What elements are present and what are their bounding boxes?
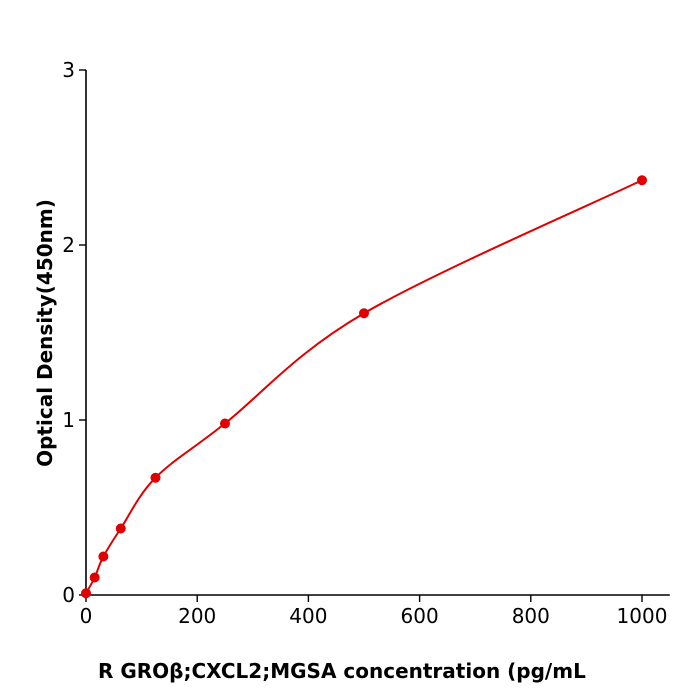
x-tick-label: 200 <box>178 604 216 628</box>
data-point <box>150 472 161 483</box>
y-tick-label: 3 <box>62 58 75 82</box>
x-tick-label: 0 <box>80 604 93 628</box>
x-axis-label: R GROβ;CXCL2;MGSA concentration (pg/mL <box>98 659 586 683</box>
x-tick-label: 400 <box>289 604 327 628</box>
y-tick-label: 2 <box>62 233 75 257</box>
y-tick-label: 1 <box>62 408 75 432</box>
fit-curve <box>85 179 643 594</box>
x-tick-label: 1000 <box>617 604 668 628</box>
data-point <box>359 308 369 319</box>
data-point <box>81 588 91 599</box>
data-point <box>115 523 126 534</box>
x-tick-label: 800 <box>512 604 550 628</box>
data-point <box>220 418 230 429</box>
y-axis-label: Optical Density(450nm) <box>33 199 57 467</box>
data-point <box>637 175 647 186</box>
data-point <box>98 551 109 562</box>
data-point <box>89 572 100 583</box>
x-tick-label: 600 <box>401 604 439 628</box>
y-tick-label: 0 <box>62 583 75 607</box>
